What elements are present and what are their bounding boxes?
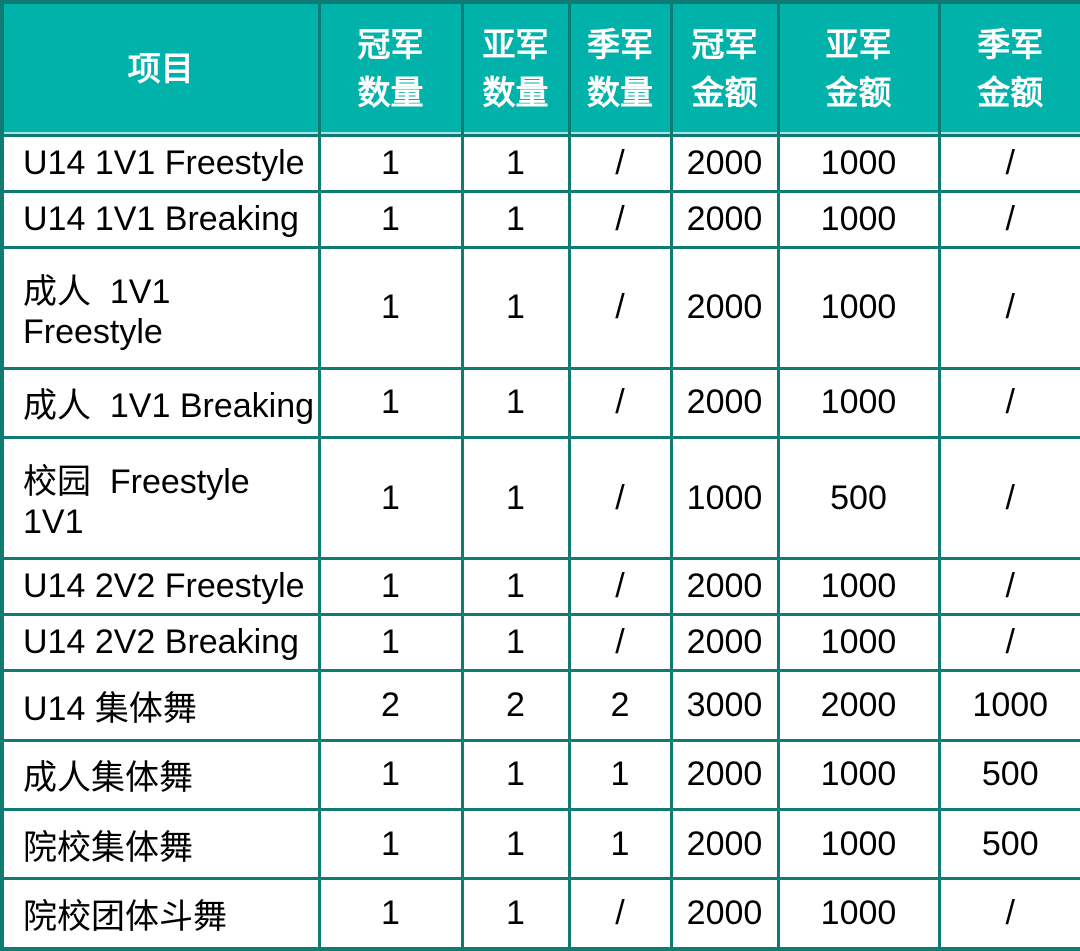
- champion-amount-cell: 2000: [669, 557, 780, 617]
- champion-count-cell: 1: [317, 738, 464, 812]
- runnerup-count-cell: 1: [460, 738, 571, 812]
- third-count-cell: 2: [567, 669, 673, 742]
- third-amount-cell: /: [937, 366, 1080, 440]
- third-count-cell: /: [567, 877, 673, 951]
- col-header-event: 项目: [0, 0, 321, 137]
- runnerup-count-cell: 1: [460, 808, 571, 881]
- runnerup-amount-cell: 1000: [776, 133, 941, 193]
- col-header-runnerup-amount: 亚军 金额: [776, 0, 941, 137]
- header-row: 项目 冠军 数量 亚军 数量 季军 数量 冠军 金额 亚军 金额 季军 金额: [0, 0, 1080, 137]
- third-amount-cell: /: [937, 436, 1080, 561]
- event-cell: 院校团体斗舞: [0, 877, 321, 951]
- table-row: U14 1V1 Breaking 1 1 / 2000 1000 /: [0, 189, 1080, 249]
- event-cell: 院校集体舞: [0, 808, 321, 881]
- champion-amount-cell: 2000: [669, 738, 780, 812]
- third-count-cell: 1: [567, 808, 673, 881]
- third-amount-cell: /: [937, 877, 1080, 951]
- col-header-third-amount: 季军 金额: [937, 0, 1080, 137]
- runnerup-amount-cell: 1000: [776, 613, 941, 673]
- champion-count-cell: 1: [317, 613, 464, 673]
- event-cell: U14 集体舞: [0, 669, 321, 742]
- table-row: U14 集体舞 2 2 2 3000 2000 1000: [0, 669, 1080, 742]
- champion-amount-cell: 2000: [669, 877, 780, 951]
- champion-count-cell: 1: [317, 366, 464, 440]
- third-count-cell: /: [567, 133, 673, 193]
- event-cell: U14 2V2 Breaking: [0, 613, 321, 673]
- event-cell: 校园 Freestyle 1V1: [0, 436, 321, 561]
- event-cell: 成人 1V1 Breaking: [0, 366, 321, 440]
- third-count-cell: 1: [567, 738, 673, 812]
- event-cell: 成人 1V1 Freestyle: [0, 245, 321, 370]
- runnerup-count-cell: 1: [460, 133, 571, 193]
- table-row: U14 2V2 Freestyle 1 1 / 2000 1000 /: [0, 557, 1080, 617]
- champion-count-cell: 1: [317, 808, 464, 881]
- champion-count-cell: 1: [317, 877, 464, 951]
- third-count-cell: /: [567, 189, 673, 249]
- champion-amount-cell: 3000: [669, 669, 780, 742]
- event-cell: U14 1V1 Freestyle: [0, 133, 321, 193]
- champion-count-cell: 1: [317, 133, 464, 193]
- runnerup-amount-cell: 1000: [776, 366, 941, 440]
- champion-count-cell: 1: [317, 557, 464, 617]
- third-count-cell: /: [567, 557, 673, 617]
- third-count-cell: /: [567, 366, 673, 440]
- runnerup-amount-cell: 1000: [776, 189, 941, 249]
- third-amount-cell: /: [937, 613, 1080, 673]
- table-row: U14 2V2 Breaking 1 1 / 2000 1000 /: [0, 613, 1080, 673]
- table-row: 成人集体舞 1 1 1 2000 1000 500: [0, 738, 1080, 812]
- event-cell: U14 1V1 Breaking: [0, 189, 321, 249]
- runnerup-count-cell: 1: [460, 613, 571, 673]
- col-header-champion-count: 冠军 数量: [317, 0, 464, 137]
- table-row: 院校集体舞 1 1 1 2000 1000 500: [0, 808, 1080, 881]
- runnerup-amount-cell: 1000: [776, 738, 941, 812]
- runnerup-count-cell: 1: [460, 189, 571, 249]
- runnerup-amount-cell: 1000: [776, 808, 941, 881]
- runnerup-count-cell: 1: [460, 366, 571, 440]
- event-cell: U14 2V2 Freestyle: [0, 557, 321, 617]
- champion-amount-cell: 1000: [669, 436, 780, 561]
- champion-count-cell: 1: [317, 245, 464, 370]
- third-amount-cell: 1000: [937, 669, 1080, 742]
- event-cell: 成人集体舞: [0, 738, 321, 812]
- champion-amount-cell: 2000: [669, 613, 780, 673]
- third-count-cell: /: [567, 245, 673, 370]
- table-body: U14 1V1 Freestyle 1 1 / 2000 1000 / U14 …: [0, 133, 1080, 951]
- third-count-cell: /: [567, 613, 673, 673]
- third-amount-cell: /: [937, 245, 1080, 370]
- third-amount-cell: /: [937, 557, 1080, 617]
- runnerup-amount-cell: 1000: [776, 557, 941, 617]
- runnerup-count-cell: 1: [460, 245, 571, 370]
- third-amount-cell: 500: [937, 738, 1080, 812]
- champion-count-cell: 2: [317, 669, 464, 742]
- champion-count-cell: 1: [317, 436, 464, 561]
- runnerup-amount-cell: 1000: [776, 245, 941, 370]
- runnerup-amount-cell: 1000: [776, 877, 941, 951]
- champion-amount-cell: 2000: [669, 366, 780, 440]
- champion-amount-cell: 2000: [669, 245, 780, 370]
- runnerup-amount-cell: 2000: [776, 669, 941, 742]
- runnerup-amount-cell: 500: [776, 436, 941, 561]
- table-row: 成人 1V1 Freestyle 1 1 / 2000 1000 /: [0, 245, 1080, 370]
- runnerup-count-cell: 2: [460, 669, 571, 742]
- col-header-runnerup-count: 亚军 数量: [460, 0, 571, 137]
- table-row: 成人 1V1 Breaking 1 1 / 2000 1000 /: [0, 366, 1080, 440]
- third-amount-cell: /: [937, 189, 1080, 249]
- table-header: 项目 冠军 数量 亚军 数量 季军 数量 冠军 金额 亚军 金额 季军 金额: [0, 0, 1080, 137]
- third-amount-cell: 500: [937, 808, 1080, 881]
- table-row: 院校团体斗舞 1 1 / 2000 1000 /: [0, 877, 1080, 951]
- col-header-third-count: 季军 数量: [567, 0, 673, 137]
- third-count-cell: /: [567, 436, 673, 561]
- runnerup-count-cell: 1: [460, 877, 571, 951]
- champion-amount-cell: 2000: [669, 189, 780, 249]
- third-amount-cell: /: [937, 133, 1080, 193]
- runnerup-count-cell: 1: [460, 436, 571, 561]
- table-row: 校园 Freestyle 1V1 1 1 / 1000 500 /: [0, 436, 1080, 561]
- champion-amount-cell: 2000: [669, 808, 780, 881]
- champion-amount-cell: 2000: [669, 133, 780, 193]
- runnerup-count-cell: 1: [460, 557, 571, 617]
- table-row: U14 1V1 Freestyle 1 1 / 2000 1000 /: [0, 133, 1080, 193]
- champion-count-cell: 1: [317, 189, 464, 249]
- col-header-champion-amount: 冠军 金额: [669, 0, 780, 137]
